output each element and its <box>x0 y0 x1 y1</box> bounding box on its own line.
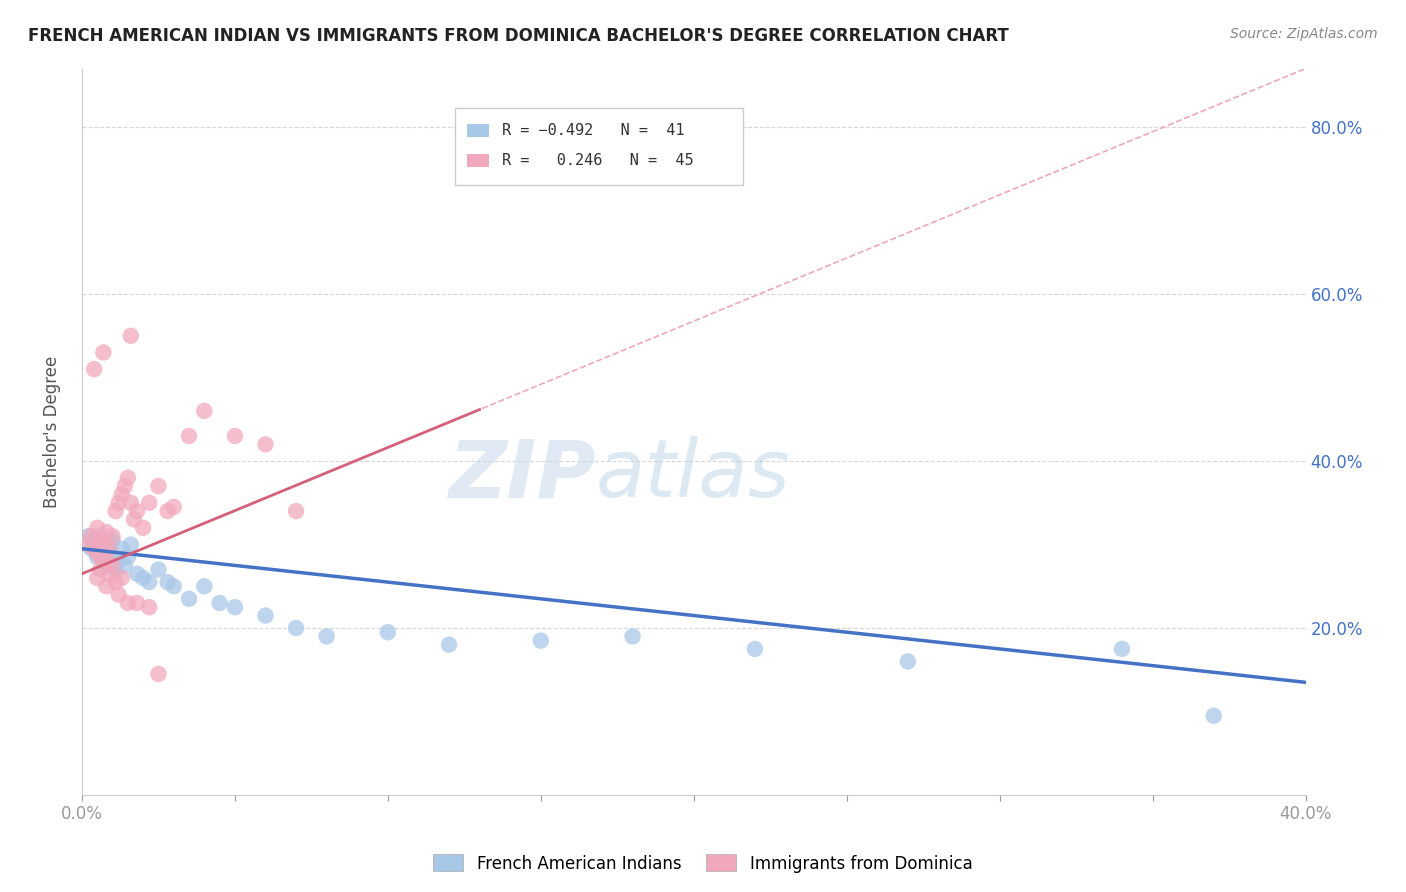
Point <box>744 641 766 656</box>
Point <box>86 521 108 535</box>
Point <box>111 571 134 585</box>
Point <box>93 541 115 556</box>
Point <box>77 537 100 551</box>
Point <box>96 579 118 593</box>
Point <box>80 529 103 543</box>
Point <box>315 629 337 643</box>
Point <box>254 437 277 451</box>
Point <box>1111 641 1133 656</box>
Point <box>98 537 121 551</box>
Point <box>621 629 644 643</box>
Point <box>132 521 155 535</box>
Point <box>1202 708 1225 723</box>
Point <box>83 533 105 548</box>
Bar <box>467 154 489 168</box>
Y-axis label: Bachelor's Degree: Bachelor's Degree <box>44 356 60 508</box>
Legend: French American Indians, Immigrants from Dominica: French American Indians, Immigrants from… <box>427 847 979 880</box>
Text: Source: ZipAtlas.com: Source: ZipAtlas.com <box>1230 27 1378 41</box>
Point <box>93 537 115 551</box>
Point <box>93 345 115 359</box>
Point <box>89 529 111 543</box>
Point <box>120 496 142 510</box>
Point <box>86 546 108 560</box>
Point <box>111 487 134 501</box>
Point <box>125 566 148 581</box>
Point <box>224 429 246 443</box>
Point <box>83 362 105 376</box>
Point <box>530 633 553 648</box>
Point <box>224 600 246 615</box>
Point <box>107 496 129 510</box>
Point <box>86 537 108 551</box>
Point <box>96 524 118 539</box>
Point <box>138 575 160 590</box>
Point <box>101 558 124 573</box>
Point <box>96 558 118 573</box>
Point <box>93 554 115 568</box>
Point <box>254 608 277 623</box>
Point <box>89 546 111 560</box>
Text: R =   0.246   N =  45: R = 0.246 N = 45 <box>502 153 693 169</box>
Point <box>89 550 111 565</box>
Point <box>437 638 460 652</box>
Point <box>285 504 308 518</box>
Point <box>104 563 127 577</box>
Point <box>98 541 121 556</box>
Point <box>96 546 118 560</box>
Point <box>80 541 103 556</box>
Point <box>114 558 136 573</box>
Point <box>117 596 139 610</box>
Point <box>148 479 170 493</box>
Point <box>117 550 139 565</box>
Bar <box>456 109 742 185</box>
Point <box>125 504 148 518</box>
Point <box>285 621 308 635</box>
Point <box>138 600 160 615</box>
Point <box>208 596 231 610</box>
Point <box>96 554 118 568</box>
Point <box>177 591 200 606</box>
Point <box>89 533 111 548</box>
Point <box>132 571 155 585</box>
Point <box>104 575 127 590</box>
Point <box>125 596 148 610</box>
Point <box>107 554 129 568</box>
Point <box>101 533 124 548</box>
Point <box>107 588 129 602</box>
Point <box>101 529 124 543</box>
Point <box>101 550 124 565</box>
Point <box>122 512 145 526</box>
Point <box>148 563 170 577</box>
Point <box>98 566 121 581</box>
Point <box>120 537 142 551</box>
Text: atlas: atlas <box>596 436 790 515</box>
Text: R = −0.492   N =  41: R = −0.492 N = 41 <box>502 123 685 137</box>
Point <box>86 550 108 565</box>
Point <box>104 504 127 518</box>
Point <box>377 625 399 640</box>
Text: ZIP: ZIP <box>449 436 596 515</box>
Point <box>117 471 139 485</box>
Point <box>86 571 108 585</box>
Text: FRENCH AMERICAN INDIAN VS IMMIGRANTS FROM DOMINICA BACHELOR'S DEGREE CORRELATION: FRENCH AMERICAN INDIAN VS IMMIGRANTS FRO… <box>28 27 1010 45</box>
Point <box>89 563 111 577</box>
Point <box>163 579 186 593</box>
Point <box>193 579 215 593</box>
Point <box>148 667 170 681</box>
Point <box>83 541 105 556</box>
Point <box>138 496 160 510</box>
Point <box>897 655 920 669</box>
Point <box>120 328 142 343</box>
Point <box>177 429 200 443</box>
Point <box>114 479 136 493</box>
Point <box>156 575 179 590</box>
Point <box>77 529 100 543</box>
Bar <box>467 124 489 136</box>
Point <box>156 504 179 518</box>
Point <box>193 404 215 418</box>
Point <box>111 541 134 556</box>
Point <box>163 500 186 514</box>
